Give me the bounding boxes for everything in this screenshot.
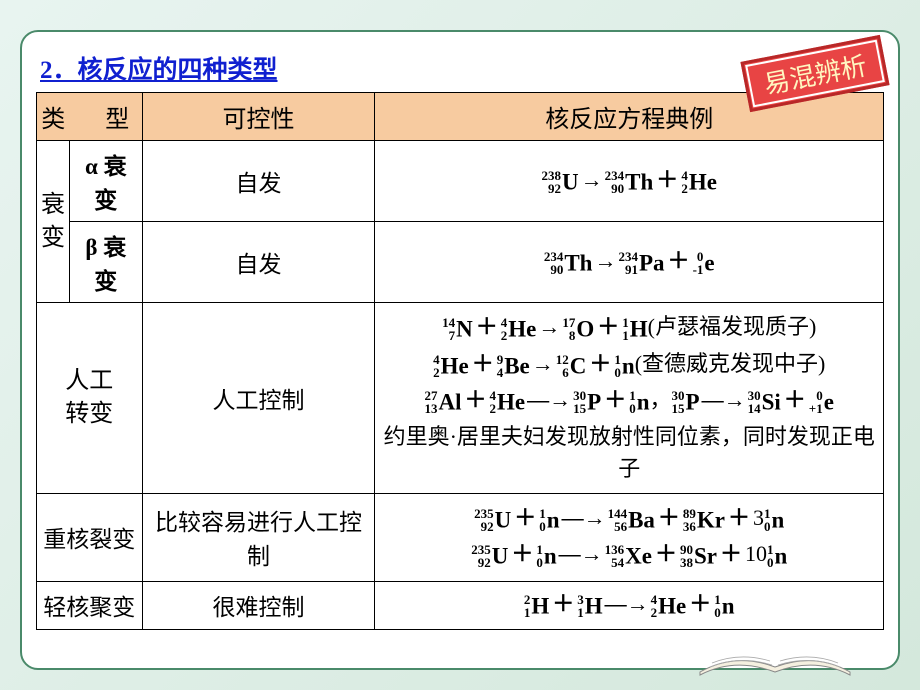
fusion-label: 轻核聚变: [37, 581, 143, 629]
header-type: 类 型: [37, 93, 143, 141]
fission-label: 重核裂变: [37, 493, 143, 581]
book-icon: [690, 627, 860, 682]
row-fusion: 轻核聚变 很难控制 21H＋31H―→42He＋10n: [37, 581, 884, 629]
beta-control: 自发: [142, 222, 375, 303]
decay-group-label: 衰 变: [37, 141, 70, 303]
row-fission: 重核裂变 比较容易进行人工控制 23592U＋10n―→14456Ba＋8936…: [37, 493, 884, 581]
artificial-equations: 147N＋42He→178O＋11H(卢瑟福发现质子) 42He＋94Be→12…: [375, 303, 884, 494]
artificial-control: 人工控制: [142, 303, 375, 494]
artificial-note: 约里奥·居里夫妇发现放射性同位素，同时发现正电子: [379, 421, 879, 485]
fission-equations: 23592U＋10n―→14456Ba＋8936Kr＋310n 23592U＋1…: [375, 493, 884, 581]
header-control: 可控性: [142, 93, 375, 141]
fission-control: 比较容易进行人工控制: [142, 493, 375, 581]
alpha-label: α 衰变: [70, 141, 143, 222]
alpha-control: 自发: [142, 141, 375, 222]
beta-label: β 衰变: [70, 222, 143, 303]
fusion-control: 很难控制: [142, 581, 375, 629]
row-alpha: 衰 变 α 衰变 自发 23892U→23490Th＋42He: [37, 141, 884, 222]
artificial-label: 人工 转变: [37, 303, 143, 494]
fusion-equation: 21H＋31H―→42He＋10n: [375, 581, 884, 629]
reaction-table: 类 型 可控性 核反应方程典例 衰 变 α 衰变 自发 23892U→23490…: [36, 92, 884, 630]
row-artificial: 人工 转变 人工控制 147N＋42He→178O＋11H(卢瑟福发现质子) 4…: [37, 303, 884, 494]
beta-equation: 23490Th→23491Pa＋0-1e: [375, 222, 884, 303]
slide-frame: 2．核反应的四种类型 类 型 可控性 核反应方程典例 衰 变 α 衰变 自发 2…: [20, 30, 900, 670]
row-beta: β 衰变 自发 23490Th→23491Pa＋0-1e: [37, 222, 884, 303]
alpha-equation: 23892U→23490Th＋42He: [375, 141, 884, 222]
